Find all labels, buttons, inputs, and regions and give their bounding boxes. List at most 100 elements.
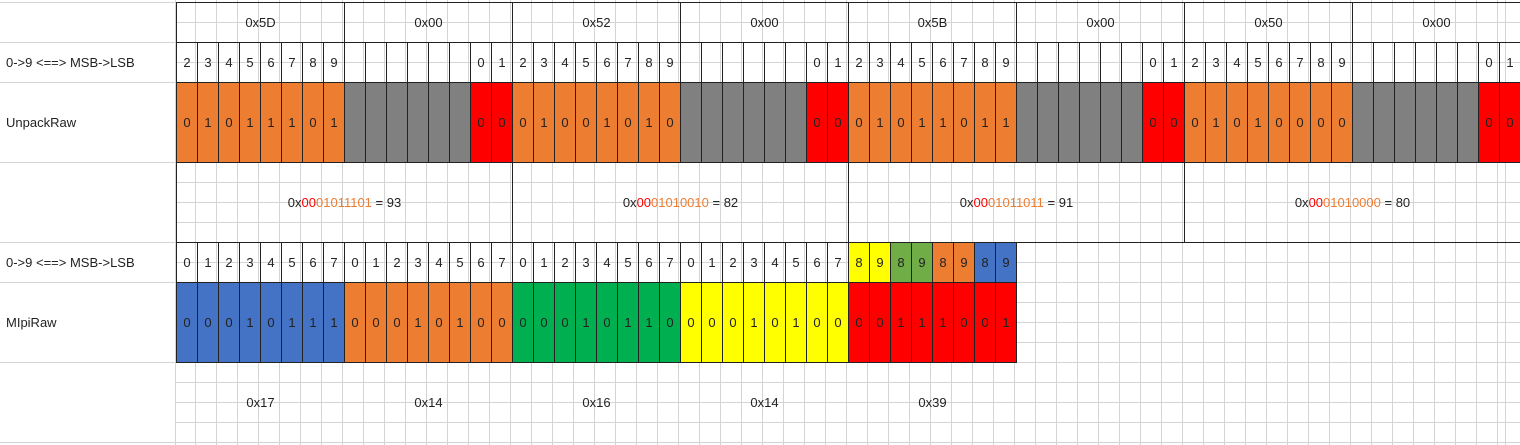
mipi-bit-index-cell: 5	[281, 242, 303, 283]
mipi-bit-cell: 0	[596, 282, 618, 363]
bit-index-cell	[743, 42, 765, 83]
mipi-bit-cell: 1	[743, 282, 765, 363]
bit-index-cell: 0	[1478, 42, 1500, 83]
hex-prefix: 0x	[622, 195, 637, 210]
unpack-bit-cell: 0	[953, 82, 975, 163]
unpack-bit-cell: 0	[491, 82, 513, 163]
unpack-bit-cell: 0	[1268, 82, 1290, 163]
unpack-bit-cell	[1373, 82, 1395, 163]
unpack-bit-cell	[1016, 82, 1038, 163]
bit-index-cell: 3	[1205, 42, 1227, 83]
row-label-column	[0, 0, 176, 445]
unpack-bit-cell	[344, 82, 366, 163]
mipi-bit-cell: 0	[470, 282, 492, 363]
mipi-bit-cell: 0	[491, 282, 513, 363]
mipi-bit-cell: 0	[512, 282, 534, 363]
hex-prefix: 0x	[287, 195, 302, 210]
bit-order-label: 0->9 <==> MSB->LSB	[6, 54, 135, 70]
mipi-bit-index-cell: 8	[974, 242, 996, 283]
mipi-bit-index-cell: 4	[428, 242, 450, 283]
unpack-bit-cell: 0	[1226, 82, 1248, 163]
bit-index-cell: 6	[596, 42, 618, 83]
unpack-bit-cell: 1	[260, 82, 282, 163]
bit-index-cell: 1	[1163, 42, 1185, 83]
bit-index-cell: 4	[1226, 42, 1248, 83]
bit-index-cell: 2	[848, 42, 870, 83]
mipi-bit-index-cell: 8	[890, 242, 912, 283]
mipi-bit-cell: 0	[554, 282, 576, 363]
unpack-bit-cell: 1	[1205, 82, 1227, 163]
bit-index-cell: 8	[302, 42, 324, 83]
mipi-bit-index-cell: 6	[470, 242, 492, 283]
high-bits: 00	[1308, 195, 1324, 210]
bit-index-cell	[365, 42, 387, 83]
bit-index-cell	[1373, 42, 1395, 83]
unpack-bit-cell: 0	[176, 82, 198, 163]
pixel-value-cell: 0x 00 01010010 = 82	[512, 162, 849, 243]
byte-header-cell: 0x52	[512, 2, 681, 43]
unpack-bit-cell: 0	[1289, 82, 1311, 163]
low-bits: 01010010	[651, 195, 709, 210]
bit-index-cell: 5	[911, 42, 933, 83]
low-bits: 01010000	[1323, 195, 1381, 210]
mipi-bit-index-cell: 0	[344, 242, 366, 283]
byte-header-cell: 0x00	[680, 2, 849, 43]
unpack-bit-cell	[1037, 82, 1059, 163]
pixel-value-cell: 0x 00 01010000 = 80	[1184, 162, 1520, 243]
bit-index-cell: 3	[869, 42, 891, 83]
bit-index-cell: 5	[1247, 42, 1269, 83]
mipi-bit-index-cell: 7	[491, 242, 513, 283]
mipi-bit-cell: 1	[785, 282, 807, 363]
unpack-bit-cell	[428, 82, 450, 163]
mipi-raw-label: MIpiRaw	[6, 314, 57, 330]
bit-index-cell: 7	[953, 42, 975, 83]
low-bits: 01011101	[316, 195, 372, 210]
unpack-bit-cell	[785, 82, 807, 163]
mipi-bit-cell: 1	[575, 282, 597, 363]
unpack-bit-cell	[1079, 82, 1101, 163]
mipi-bit-index-cell: 1	[365, 242, 387, 283]
bit-index-cell: 6	[1268, 42, 1290, 83]
bit-index-cell: 8	[638, 42, 660, 83]
bit-index-cell: 5	[575, 42, 597, 83]
unpack-bit-cell: 0	[659, 82, 681, 163]
unpack-raw-label: UnpackRaw	[6, 114, 77, 130]
mipi-bit-cell: 1	[890, 282, 912, 363]
mipi-bit-cell: 1	[281, 282, 303, 363]
bit-index-cell	[407, 42, 429, 83]
mipi-byte-value: 0x17	[246, 395, 275, 410]
unpack-bit-cell: 0	[827, 82, 849, 163]
mipi-bit-cell: 0	[197, 282, 219, 363]
unpack-bit-cell	[701, 82, 723, 163]
mipi-bit-index-cell: 6	[638, 242, 660, 283]
mipi-byte-value: 0x14	[414, 395, 443, 410]
unpack-bit-cell: 1	[638, 82, 660, 163]
unpack-bit-cell: 1	[995, 82, 1017, 163]
unpack-bit-cell	[1457, 82, 1479, 163]
mipi-bit-index-cell: 2	[386, 242, 408, 283]
mipi-bit-index-cell: 1	[197, 242, 219, 283]
byte-header-cell: 0x50	[1184, 2, 1353, 43]
unpack-bit-cell	[722, 82, 744, 163]
mipi-bit-cell: 1	[617, 282, 639, 363]
byte-header-cell: 0x00	[1016, 2, 1185, 43]
bit-index-cell	[1457, 42, 1479, 83]
high-bits: 00	[973, 195, 988, 210]
mipi-bit-index-cell: 3	[575, 242, 597, 283]
unpack-bit-cell: 1	[932, 82, 954, 163]
unpack-bit-cell	[449, 82, 471, 163]
mipi-bit-cell: 1	[449, 282, 471, 363]
mipi-byte-value: 0x16	[582, 395, 611, 410]
unpack-bit-cell: 0	[1163, 82, 1185, 163]
bit-index-cell: 6	[260, 42, 282, 83]
bit-index-cell	[344, 42, 366, 83]
unpack-bit-cell	[1100, 82, 1122, 163]
bit-index-cell: 0	[1142, 42, 1164, 83]
mipi-bit-index-cell: 5	[785, 242, 807, 283]
mipi-bit-cell: 0	[869, 282, 891, 363]
unpack-bit-cell: 1	[197, 82, 219, 163]
mipi-bit-index-cell: 2	[218, 242, 240, 283]
mipi-bit-cell: 0	[659, 282, 681, 363]
mipi-bit-index-cell: 6	[302, 242, 324, 283]
